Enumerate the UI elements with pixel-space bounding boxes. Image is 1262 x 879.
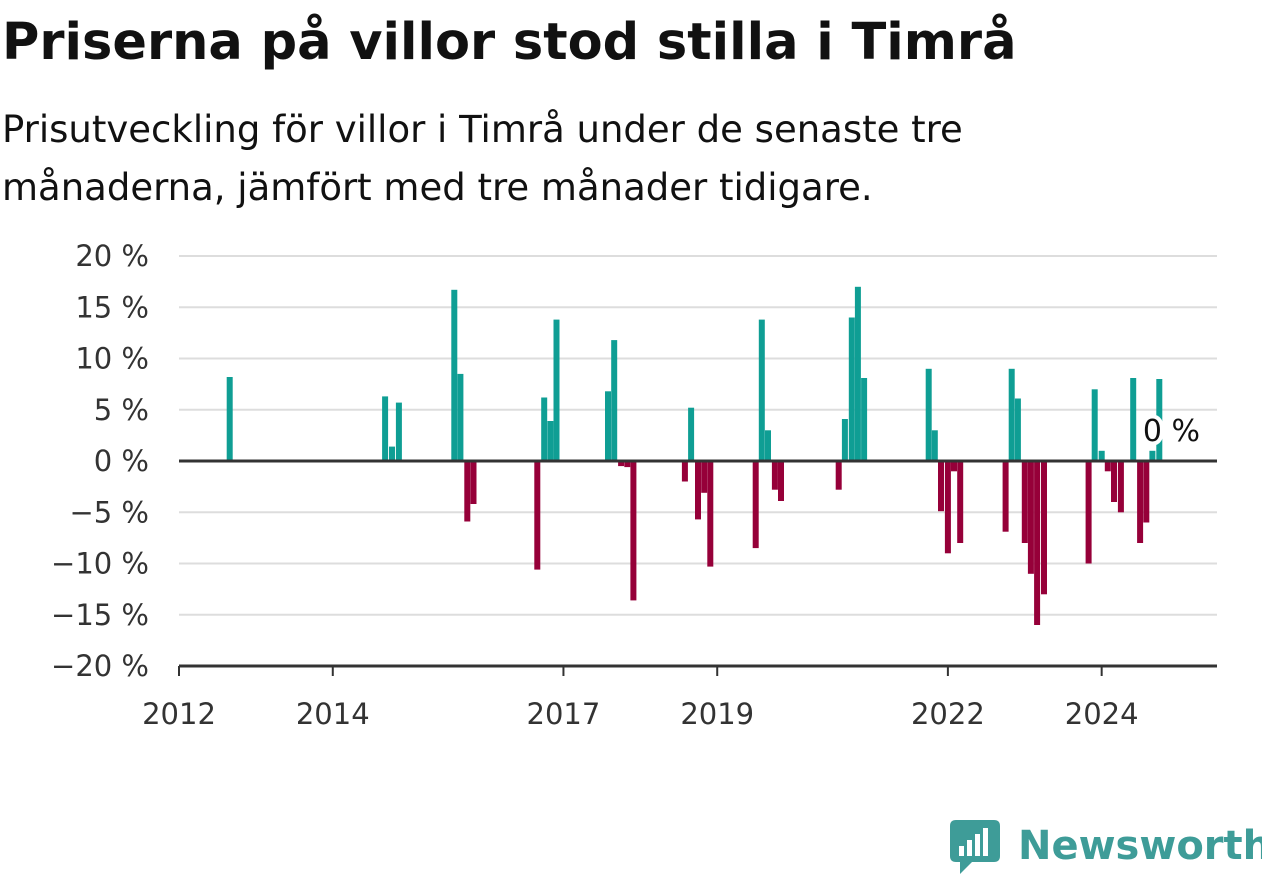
bar <box>701 461 708 493</box>
bars <box>226 286 1163 625</box>
bar <box>1034 461 1041 625</box>
chart-subtitle: Prisutveckling för villor i Timrå under … <box>2 108 963 209</box>
bar <box>931 430 938 462</box>
bar <box>841 419 848 461</box>
bar <box>1104 461 1111 472</box>
bar <box>1149 450 1156 462</box>
x-tick-label: 2019 <box>680 697 754 731</box>
bar <box>547 421 554 461</box>
bar <box>464 461 471 522</box>
axes <box>178 459 1217 676</box>
bar <box>1008 368 1015 462</box>
bar <box>382 396 389 461</box>
bar <box>951 461 957 472</box>
y-tick-label: −5 % <box>69 495 149 529</box>
y-tick-label: −15 % <box>51 598 149 632</box>
bar <box>1130 378 1137 461</box>
bar <box>470 461 477 504</box>
bar <box>630 461 637 601</box>
y-axis-tick-labels: 20 % 15 % 10 % 5 % 0 % −5 % −10 % −15 % −20 % <box>51 239 149 683</box>
bar <box>1027 461 1034 574</box>
bar <box>758 319 765 461</box>
bar <box>854 286 861 462</box>
bar <box>553 319 560 461</box>
bar <box>1091 389 1098 462</box>
bar <box>226 377 233 461</box>
bar <box>451 289 458 461</box>
x-tick-label: 2012 <box>142 697 216 731</box>
newsworthy-logo-icon <box>950 820 1000 874</box>
bar <box>848 317 855 461</box>
chart-title: Priserna på villor stod stilla i Timrå <box>2 13 1017 72</box>
x-tick-label: 2017 <box>527 697 601 731</box>
newsworthy-logo: Newsworthy <box>950 820 1262 878</box>
x-tick-label: 2024 <box>1065 697 1139 731</box>
x-tick-label: 2022 <box>911 697 985 731</box>
bar <box>681 461 688 482</box>
bar <box>938 461 944 512</box>
annotations: 0 %0 % <box>1139 410 1204 453</box>
bar <box>707 461 714 567</box>
bar <box>765 430 771 462</box>
bar <box>541 397 548 461</box>
bar <box>534 461 541 570</box>
bar <box>1143 461 1150 523</box>
y-tick-label: −10 % <box>51 547 149 581</box>
bar <box>1098 450 1105 462</box>
bar <box>688 407 695 461</box>
bar <box>1021 461 1028 543</box>
brand-name: Newsworthy <box>1018 823 1262 869</box>
bar <box>1156 379 1163 461</box>
bar <box>611 340 618 461</box>
bar <box>771 461 778 490</box>
bar <box>1137 461 1144 543</box>
bar <box>1085 461 1092 564</box>
bar <box>861 378 868 461</box>
y-tick-label: 5 % <box>94 393 149 427</box>
bar <box>835 461 842 490</box>
bar <box>618 461 625 467</box>
y-tick-label: −20 % <box>51 649 149 683</box>
bar <box>925 368 932 462</box>
bar <box>752 461 759 549</box>
y-tick-label: 20 % <box>75 239 149 273</box>
x-axis-tick-labels: 2012 2014 2017 2019 2022 2024 <box>142 697 1138 731</box>
bar <box>944 461 951 554</box>
bar <box>389 446 395 461</box>
bar <box>605 391 611 461</box>
y-tick-label: 10 % <box>75 342 149 376</box>
bar <box>1117 461 1124 513</box>
bar <box>1041 461 1047 595</box>
bar <box>778 461 784 501</box>
bar <box>395 402 402 461</box>
bar <box>1111 461 1117 502</box>
y-tick-label: 15 % <box>75 290 149 324</box>
y-tick-label: 0 % <box>94 444 149 478</box>
annotation-halo: 0 % <box>1143 414 1200 449</box>
bar <box>624 461 631 468</box>
x-tick-label: 2014 <box>296 697 370 731</box>
annotation-label: 0 % <box>1143 414 1200 449</box>
bar <box>457 373 464 461</box>
bar <box>1014 398 1021 461</box>
bar <box>957 461 964 543</box>
bar <box>695 461 701 520</box>
bar <box>1002 461 1009 532</box>
